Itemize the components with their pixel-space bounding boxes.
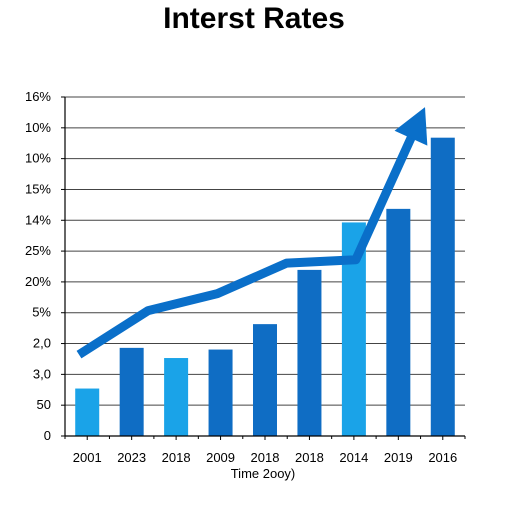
y-tick-label: 25%: [25, 243, 51, 258]
x-tick-label: 2018: [251, 450, 280, 465]
y-tick-label: 16%: [25, 89, 51, 104]
y-tick-label: 10%: [25, 151, 51, 166]
x-tick-label: 2001: [73, 450, 102, 465]
y-tick-label: 0: [44, 428, 51, 443]
bar: [119, 347, 144, 436]
x-axis-ticks: 2001 2023 2018 2009 2018 2018 2014 2019 2016: [64, 436, 466, 465]
y-tick-label: 14%: [25, 212, 51, 227]
trend-arrow: [76, 107, 428, 359]
bars: [75, 137, 455, 436]
x-tick-label: 2014: [339, 450, 368, 465]
y-tick-label: 20%: [25, 274, 51, 289]
bar: [297, 269, 322, 436]
x-tick-label: 2018: [162, 450, 191, 465]
y-tick-label: 2,0: [33, 336, 51, 351]
x-tick-label: 2023: [117, 450, 146, 465]
bar: [430, 137, 455, 436]
bar: [386, 208, 411, 436]
x-tick-label: 2019: [384, 450, 413, 465]
y-tick-label: 15%: [25, 181, 51, 196]
bar: [208, 349, 233, 436]
arrow-head: [394, 107, 428, 146]
y-tick-label: 50: [37, 397, 51, 412]
y-tick-label: 3,0: [33, 366, 51, 381]
y-tick-label: 10%: [25, 120, 51, 135]
trend-line: [76, 130, 418, 359]
chart-title: Interst Rates: [163, 2, 345, 35]
y-axis-ticks: 16% 10% 10% 15% 14% 25% 20% 5% 2,0 3,0 50 0: [25, 89, 65, 443]
y-tick-label: 5%: [32, 305, 51, 320]
bar: [75, 388, 100, 436]
x-tick-label: 2016: [428, 450, 457, 465]
bar: [253, 324, 277, 436]
bar: [164, 358, 189, 436]
x-tick-label: 2018: [295, 450, 324, 465]
x-axis-label: Time 2ooy): [231, 466, 296, 481]
x-tick-label: 2009: [206, 450, 235, 465]
